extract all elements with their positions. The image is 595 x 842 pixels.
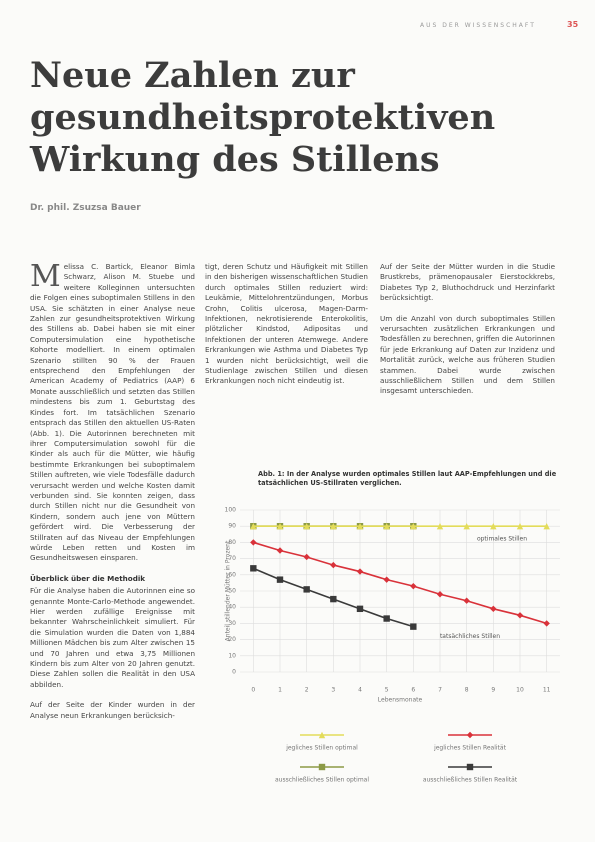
marker: [410, 523, 417, 530]
marker: [330, 561, 337, 569]
paragraph: Auf der Seite der Kinder wurden in der A…: [30, 700, 195, 720]
x-tick-label: 2: [305, 687, 309, 694]
legend-label: ausschließliches Stillen Realität: [423, 777, 518, 784]
marker: [463, 523, 470, 530]
y-tick-label: 60: [228, 571, 236, 578]
y-tick-label: 10: [228, 652, 236, 659]
marker: [303, 586, 310, 593]
y-tick-label: 40: [228, 604, 236, 611]
marker: [490, 605, 497, 613]
marker: [383, 615, 390, 622]
x-tick-label: 0: [251, 687, 255, 694]
marker: [330, 595, 337, 603]
marker: [250, 523, 257, 530]
column: Auf der Seite der Mütter wurden in die S…: [380, 262, 555, 432]
x-tick-label: 10: [516, 687, 524, 694]
column: tigt, deren Schutz und Häufigkeit mit St…: [205, 262, 368, 432]
marker: [383, 576, 390, 583]
annotation: optimales Stillen: [477, 536, 527, 543]
y-tick-label: 0: [232, 669, 236, 676]
section-header: AUS DER WISSENSCHAFT: [420, 22, 536, 29]
legend-label: ausschließliches Stillen optimal: [275, 777, 369, 784]
x-tick-label: 5: [385, 687, 389, 694]
x-tick-label: 7: [438, 687, 442, 694]
data-line: [253, 541, 547, 625]
y-tick-label: 20: [228, 636, 236, 643]
y-tick-label: 100: [225, 507, 237, 514]
x-tick-label: 3: [331, 687, 335, 694]
marker: [276, 576, 284, 583]
marker: [330, 523, 337, 530]
marker: [356, 568, 364, 575]
annotation: tatsächliches Stillen: [440, 633, 500, 640]
y-tick-label: 80: [228, 539, 236, 546]
marker: [303, 523, 310, 530]
paragraph: Auf der Seite der Mütter wurden in die S…: [380, 262, 555, 303]
marker: [276, 547, 284, 554]
subheading: Überblick über die Methodik: [30, 573, 146, 583]
marker: [410, 623, 417, 630]
author: Dr. phil. Zsuzsa Bauer: [30, 203, 141, 213]
marker: [276, 523, 284, 530]
marker: [356, 605, 364, 613]
text: elissa C. Bartick, Eleanor Bimla Schwarz…: [30, 262, 195, 563]
marker: [543, 620, 550, 627]
marker: [356, 523, 364, 530]
legend-label: jegliches Stillen Realität: [433, 745, 507, 752]
y-tick-label: 50: [228, 588, 236, 595]
marker: [303, 553, 310, 561]
marker: [383, 523, 390, 530]
y-tick-label: 70: [228, 555, 236, 562]
x-tick-label: 9: [491, 687, 495, 694]
x-tick-label: 8: [465, 687, 469, 694]
drop-cap: M: [30, 262, 61, 294]
title: Neue Zahlen zur gesundheitsprotektiven W…: [30, 55, 496, 180]
x-tick-label: 4: [358, 687, 362, 694]
y-tick-label: 90: [228, 523, 236, 530]
x-axis-label: Lebensmonate: [378, 697, 423, 704]
page-number: 35: [567, 20, 579, 29]
marker: [410, 582, 417, 590]
legend-marker: [466, 731, 474, 739]
marker: [516, 523, 524, 530]
marker: [463, 597, 470, 604]
y-axis-label: Anteil stillender Mütter in Prozent: [225, 540, 232, 641]
marker: [250, 565, 257, 572]
paragraph: Für die Analyse haben die Autorinnen ein…: [30, 586, 195, 689]
marker: [250, 539, 257, 546]
legend-label: jegliches Stillen optimal: [285, 745, 358, 752]
marker: [543, 523, 550, 530]
y-tick-label: 30: [228, 620, 236, 627]
x-tick-label: 1: [278, 687, 282, 694]
legend-marker: [466, 763, 474, 771]
x-tick-label: 6: [411, 687, 415, 694]
paragraph: Um die Anzahl von durch suboptimales Sti…: [380, 313, 555, 396]
legend-marker: [318, 763, 326, 771]
x-tick-label: 11: [543, 687, 551, 694]
legend-marker: [318, 731, 326, 739]
figure-caption: Abb. 1: In der Analyse wurden optimales …: [258, 470, 557, 487]
marker: [516, 612, 524, 619]
marker: [436, 523, 444, 530]
paragraph: tigt, deren Schutz und Häufigkeit mit St…: [205, 262, 368, 386]
marker: [490, 523, 497, 530]
marker: [436, 591, 444, 598]
